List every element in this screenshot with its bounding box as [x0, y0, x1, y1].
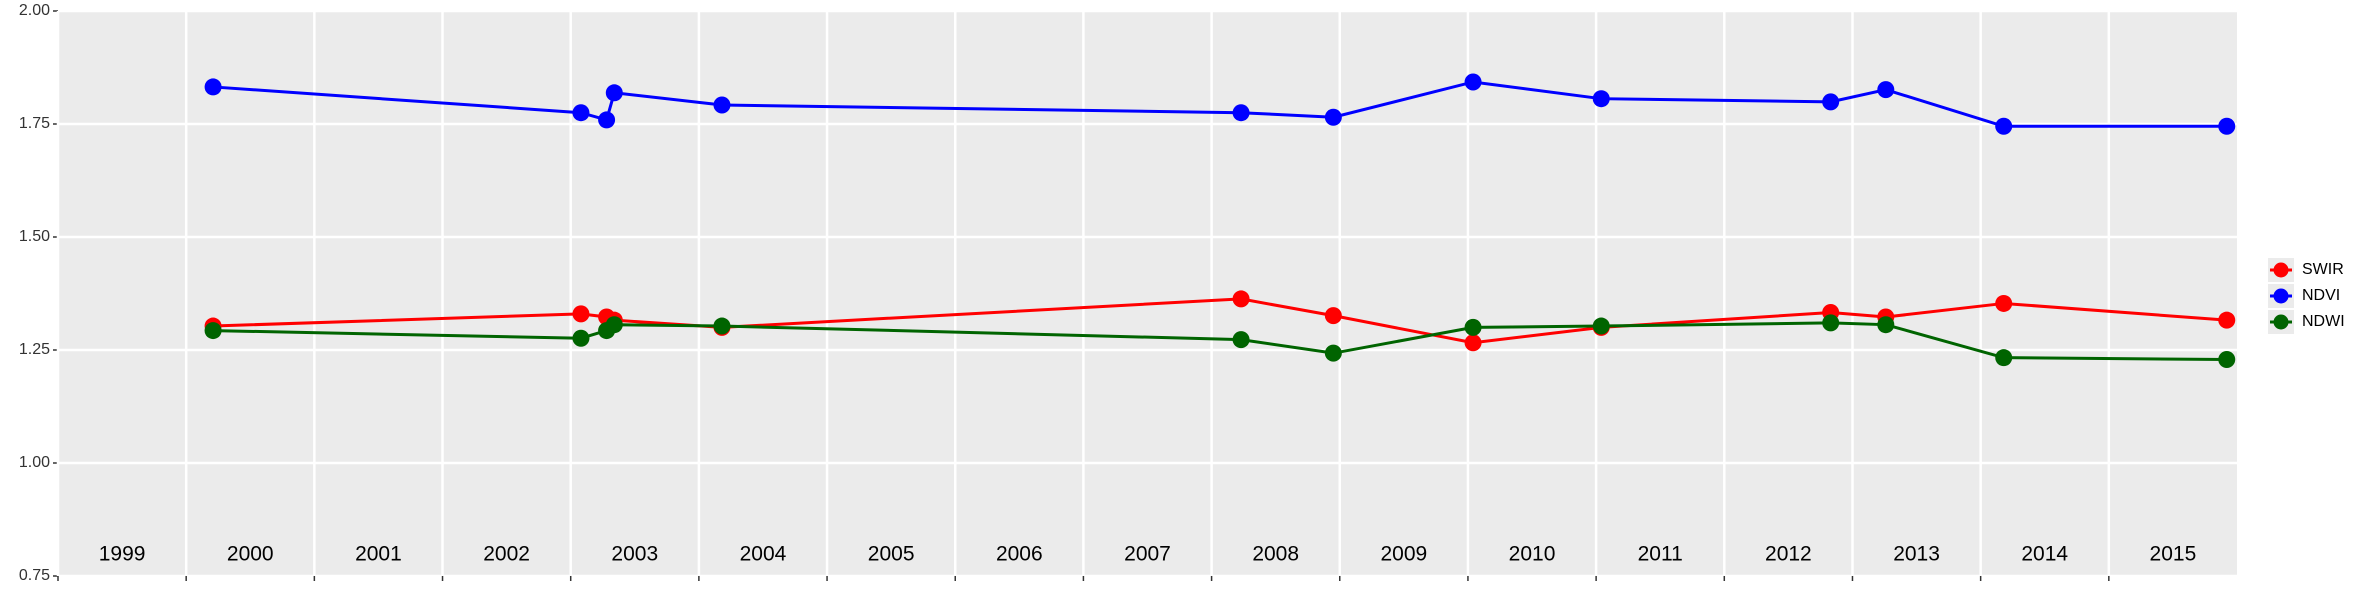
data-point [204, 78, 222, 96]
data-point [572, 305, 590, 323]
data-point [1232, 290, 1250, 308]
data-point [2218, 117, 2236, 135]
x-tick-label: 2011 [1638, 543, 1683, 566]
legend-label: NDWI [2302, 313, 2345, 330]
x-tick-label: 2006 [996, 543, 1043, 566]
x-tick-label: 2012 [1765, 543, 1812, 566]
data-point [1822, 93, 1840, 111]
x-tick-label: 2005 [868, 543, 915, 566]
data-point [1592, 317, 1610, 335]
data-point [1995, 294, 2013, 312]
x-tick-label: 1999 [99, 543, 146, 566]
data-point [1324, 307, 1342, 325]
data-point [1995, 117, 2013, 135]
data-point [2218, 311, 2236, 329]
data-point [605, 84, 623, 102]
data-point [204, 322, 222, 340]
data-point [1464, 318, 1482, 336]
data-point [598, 111, 616, 129]
y-tick-label: 1.00 [19, 454, 50, 471]
data-point [713, 96, 731, 114]
data-point [1324, 344, 1342, 362]
data-point [1995, 349, 2013, 367]
data-point [1324, 108, 1342, 126]
data-point [1232, 104, 1250, 122]
x-tick-label: 2000 [227, 543, 274, 566]
y-tick-label: 2.00 [19, 2, 50, 19]
data-point [605, 316, 623, 334]
legend-point [2273, 262, 2289, 278]
data-point [1464, 73, 1482, 91]
legend-label: NDVI [2302, 287, 2340, 304]
legend-point [2273, 314, 2289, 330]
x-tick-label: 2001 [355, 543, 402, 566]
data-point [1877, 81, 1895, 99]
y-tick-label: 0.75 [19, 567, 50, 584]
data-point [1232, 331, 1250, 349]
x-tick-label: 2013 [1893, 543, 1940, 566]
x-tick-label: 2009 [1380, 543, 1427, 566]
plot-background [58, 11, 2237, 576]
x-tick-label: 2010 [1509, 543, 1556, 566]
data-point [1592, 90, 1610, 108]
legend-label: SWIR [2302, 261, 2344, 278]
x-tick-label: 2014 [2021, 543, 2068, 566]
data-point [572, 104, 590, 122]
y-tick-label: 1.75 [19, 115, 50, 132]
x-tick-label: 2003 [611, 543, 658, 566]
x-tick-label: 2015 [2150, 543, 2197, 566]
data-point [1822, 314, 1840, 332]
data-point [1464, 334, 1482, 352]
y-tick-label: 1.50 [19, 228, 50, 245]
x-tick-label: 2004 [740, 543, 787, 566]
data-point [2218, 350, 2236, 368]
legend-point [2273, 288, 2289, 304]
x-tick-label: 2007 [1124, 543, 1171, 566]
data-point [713, 317, 731, 335]
data-point [572, 329, 590, 347]
x-tick-label: 2002 [483, 543, 530, 566]
x-tick-label: 2008 [1252, 543, 1299, 566]
data-point [1877, 316, 1895, 334]
y-tick-label: 1.25 [19, 341, 50, 358]
